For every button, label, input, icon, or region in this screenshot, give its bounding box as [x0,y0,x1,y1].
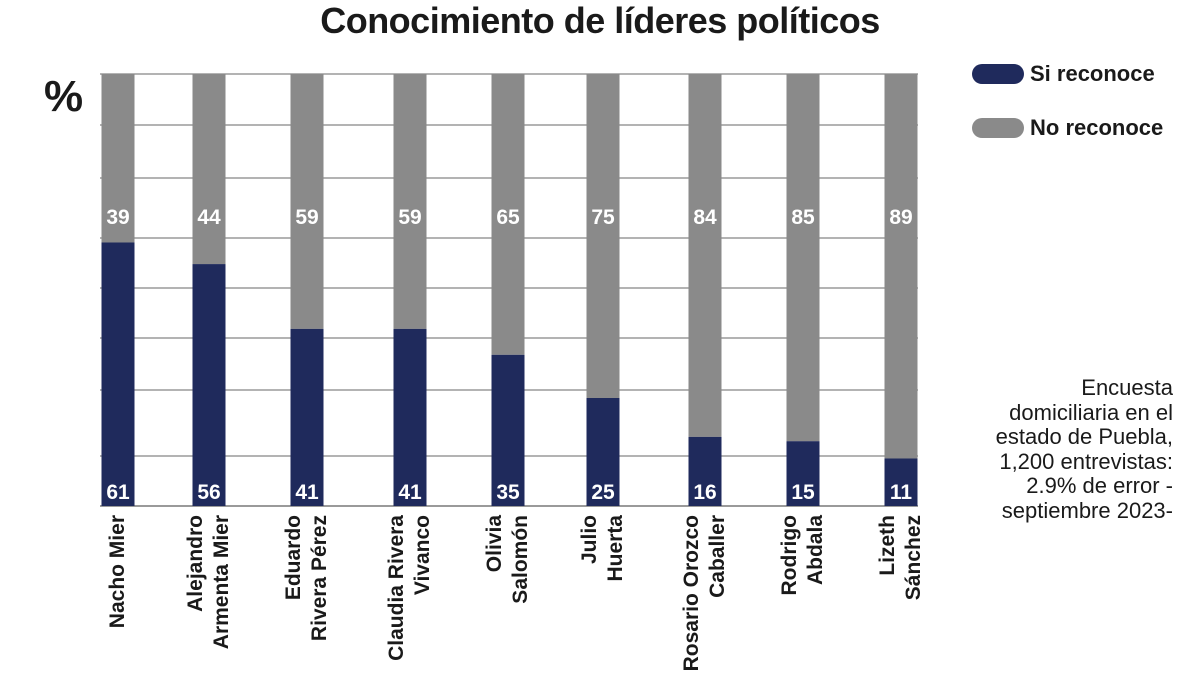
x-tick-label: Rodrigo Abdala [778,515,827,596]
data-label-no-reconoce: 44 [197,206,221,229]
bar-si-reconoce [586,398,620,506]
bar-no-reconoce [586,74,620,398]
data-label-si-reconoce: 25 [591,481,615,504]
x-tick-label: Eduardo Rivera Pérez [282,515,331,642]
data-label-no-reconoce: 84 [693,206,717,229]
data-label-no-reconoce: 85 [791,206,815,229]
chart-title: Conocimiento de líderes políticos [320,0,880,41]
bar-no-reconoce [393,74,427,329]
legend-item-si-reconoce: Si reconoce [972,61,1155,87]
data-label-si-reconoce: 61 [106,481,130,504]
x-tick-label: Nacho Mier [106,515,129,629]
bar-si-reconoce [491,354,525,506]
bar-si-reconoce [290,328,324,506]
bar-si-reconoce [393,328,427,506]
bar-no-reconoce [786,74,820,442]
bar-no-reconoce [290,74,324,329]
legend-label: Si reconoce [1030,61,1155,86]
survey-note: Encuesta domiciliaria en el estado de Pu… [995,375,1173,523]
data-label-no-reconoce: 75 [591,206,615,229]
data-label-si-reconoce: 35 [496,481,520,504]
bar-si-reconoce [884,458,918,506]
legend-swatch [972,64,1024,84]
data-label-si-reconoce: 41 [295,481,319,504]
data-label-no-reconoce: 59 [295,206,318,229]
data-label-no-reconoce: 65 [496,206,520,229]
x-tick-label: Claudia Rivera Vivanco [385,515,434,661]
bar-no-reconoce [688,74,722,437]
data-label-si-reconoce: 56 [197,481,220,504]
x-tick-label: Olivia Salomón [483,515,532,604]
x-tick-label: Lizeth Sánchez [876,515,925,601]
legend-item-no-reconoce: No reconoce [972,115,1163,141]
bar-no-reconoce [884,74,918,459]
bar-si-reconoce [786,441,820,506]
data-label-si-reconoce: 16 [693,481,716,504]
bar-si-reconoce [688,436,722,506]
bar-no-reconoce [491,74,525,355]
data-label-si-reconoce: 15 [791,481,815,504]
bar-no-reconoce [192,74,226,265]
y-axis-label: % [44,72,84,121]
data-label-no-reconoce: 89 [889,206,912,229]
x-tick-label: Julio Huerta [578,515,627,582]
bar-si-reconoce [192,264,226,506]
legend-label: No reconoce [1030,115,1164,140]
data-label-no-reconoce: 39 [106,206,129,229]
data-label-si-reconoce: 41 [398,481,422,504]
x-tick-label: Rosario Orozco Caballer [680,515,729,672]
bar-no-reconoce [101,74,135,243]
bar-si-reconoce [101,242,135,507]
x-tick-label: Alejandro Armenta Mier [184,515,233,650]
data-label-si-reconoce: 11 [890,481,913,504]
legend-swatch [972,118,1024,138]
data-label-no-reconoce: 59 [398,206,421,229]
